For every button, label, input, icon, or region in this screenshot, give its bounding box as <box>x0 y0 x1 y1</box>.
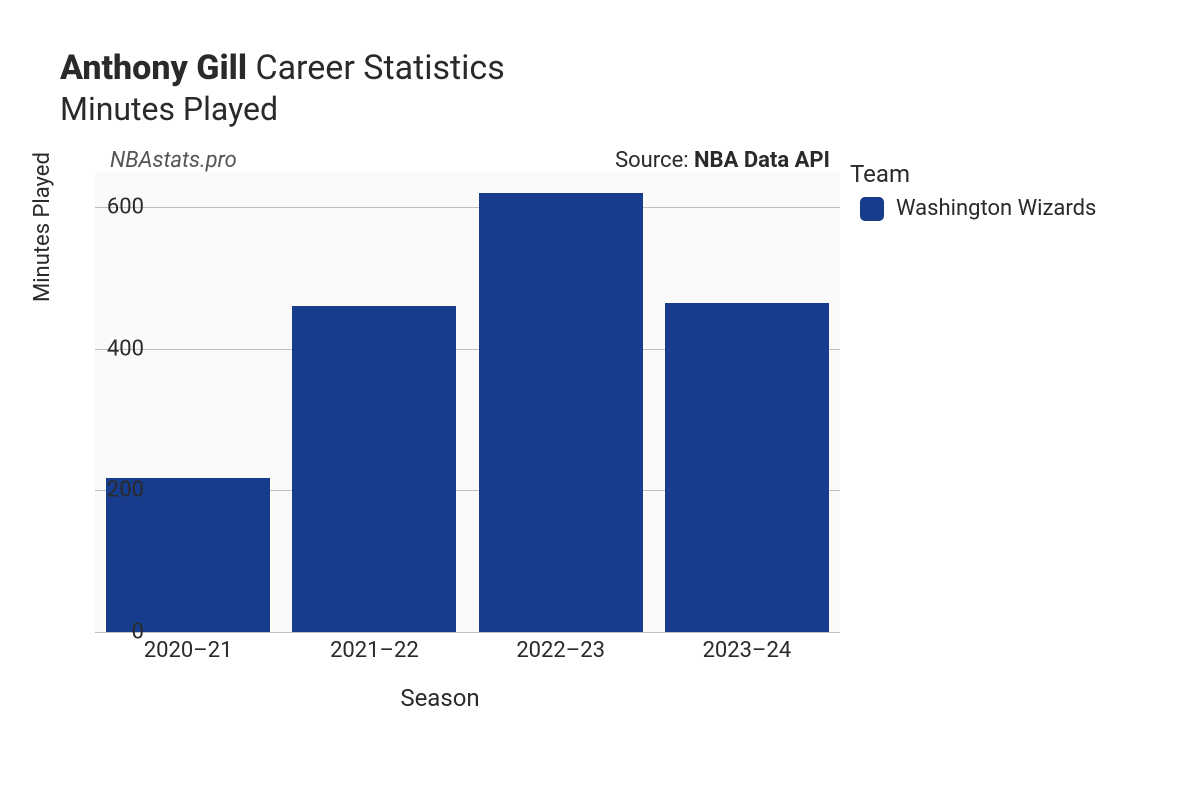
chart-title: Anthony Gill Career Statistics Minutes P… <box>60 48 505 128</box>
x-tick-label: 2023–24 <box>703 638 792 663</box>
y-tick-label: 600 <box>84 195 144 220</box>
x-tick-label: 2022–23 <box>516 638 605 663</box>
player-name: Anthony Gill <box>60 48 247 88</box>
source-attribution: Source: NBA Data API <box>615 148 830 173</box>
grid-line <box>95 207 840 208</box>
legend-label: Washington Wizards <box>896 196 1096 221</box>
plot-area <box>95 172 840 632</box>
attribution-row: NBAstats.pro Source: NBA Data API <box>110 148 830 172</box>
legend: Team Washington Wizards <box>850 160 1096 221</box>
source-name: NBA Data API <box>694 148 830 173</box>
legend-title: Team <box>850 160 1096 188</box>
title-line-2: Minutes Played <box>60 90 505 128</box>
grid-line <box>95 632 840 633</box>
title-line-1: Anthony Gill Career Statistics <box>60 48 505 88</box>
legend-item: Washington Wizards <box>860 196 1096 221</box>
y-tick-label: 400 <box>84 336 144 361</box>
bar <box>479 193 643 632</box>
x-tick-label: 2020–21 <box>144 638 233 663</box>
bar <box>292 306 456 632</box>
y-tick-label: 0 <box>84 620 144 645</box>
y-axis-label: Minutes Played <box>30 152 55 302</box>
source-label: Source: <box>615 148 694 173</box>
title-suffix: Career Statistics <box>255 48 504 88</box>
site-attribution: NBAstats.pro <box>110 148 237 173</box>
legend-swatch <box>860 197 884 221</box>
bar <box>665 303 829 632</box>
bar-chart: Minutes Played Season 02004006002020–212… <box>40 172 840 712</box>
x-axis-label: Season <box>40 684 840 790</box>
x-tick-label: 2021–22 <box>330 638 419 663</box>
y-tick-label: 200 <box>84 478 144 503</box>
